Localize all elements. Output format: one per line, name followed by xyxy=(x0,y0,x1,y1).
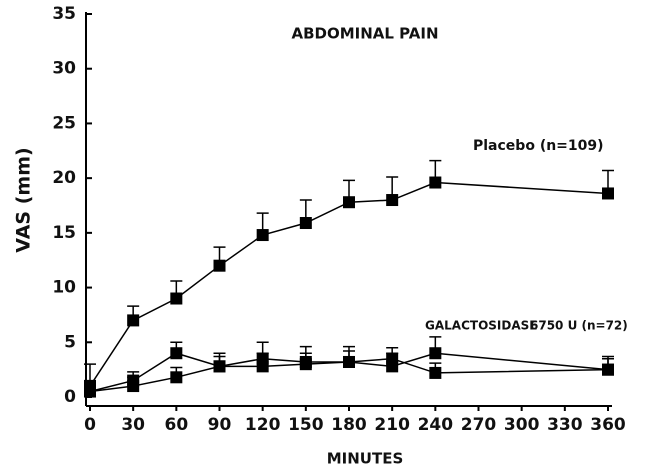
marker xyxy=(386,194,399,207)
x-tick-label: 270 xyxy=(461,415,497,435)
series-label-suffix: 6750 U (n=72) xyxy=(530,319,628,333)
marker xyxy=(84,385,96,398)
marker xyxy=(299,358,312,371)
y-tick-label: 30 xyxy=(52,59,76,79)
y-tick-label: 35 xyxy=(52,4,76,24)
x-tick-label: 90 xyxy=(208,415,232,435)
marker xyxy=(429,347,442,360)
chart-title: ABDOMINAL PAIN xyxy=(291,25,438,43)
x-tick-label: 120 xyxy=(245,415,281,435)
x-tick-label: 30 xyxy=(121,415,145,435)
marker xyxy=(343,355,355,368)
y-tick-label: 5 xyxy=(64,332,76,352)
marker xyxy=(213,360,226,373)
x-tick-label: 60 xyxy=(164,415,188,435)
x-tick-label: 0 xyxy=(84,415,96,435)
marker xyxy=(256,360,269,373)
marker xyxy=(213,259,226,272)
y-axis-label: VAS (mm) xyxy=(13,147,35,252)
marker xyxy=(170,292,183,305)
marker xyxy=(170,347,183,360)
x-tick-label: 300 xyxy=(504,415,540,435)
series-line xyxy=(89,181,609,387)
marker xyxy=(127,380,140,393)
marker xyxy=(602,363,614,376)
marker xyxy=(602,187,614,200)
series-label: Placebo (n=109) xyxy=(473,138,604,154)
x-tick-label: 330 xyxy=(547,415,583,435)
y-tick-label: 0 xyxy=(64,387,76,407)
marker xyxy=(429,366,442,379)
marker xyxy=(343,196,355,209)
x-tick-label: 360 xyxy=(590,415,626,435)
marker xyxy=(170,371,183,384)
x-tick-label: 210 xyxy=(374,415,410,435)
x-axis-label: MINUTES xyxy=(327,450,404,468)
x-tick-label: 240 xyxy=(418,415,454,435)
y-tick-label: 20 xyxy=(52,168,76,188)
marker xyxy=(256,229,269,242)
series-line xyxy=(89,352,609,393)
marker xyxy=(299,217,312,230)
y-tick-label: 25 xyxy=(52,113,76,133)
marker xyxy=(386,352,399,365)
y-tick-label: 15 xyxy=(52,223,76,243)
marker xyxy=(429,176,442,189)
x-tick-label: 150 xyxy=(288,415,324,435)
series-line xyxy=(89,357,609,393)
y-tick-label: 10 xyxy=(52,278,76,298)
series-label: GALACTOSIDASE xyxy=(425,319,537,333)
x-tick-label: 180 xyxy=(331,415,367,435)
marker xyxy=(127,314,140,327)
